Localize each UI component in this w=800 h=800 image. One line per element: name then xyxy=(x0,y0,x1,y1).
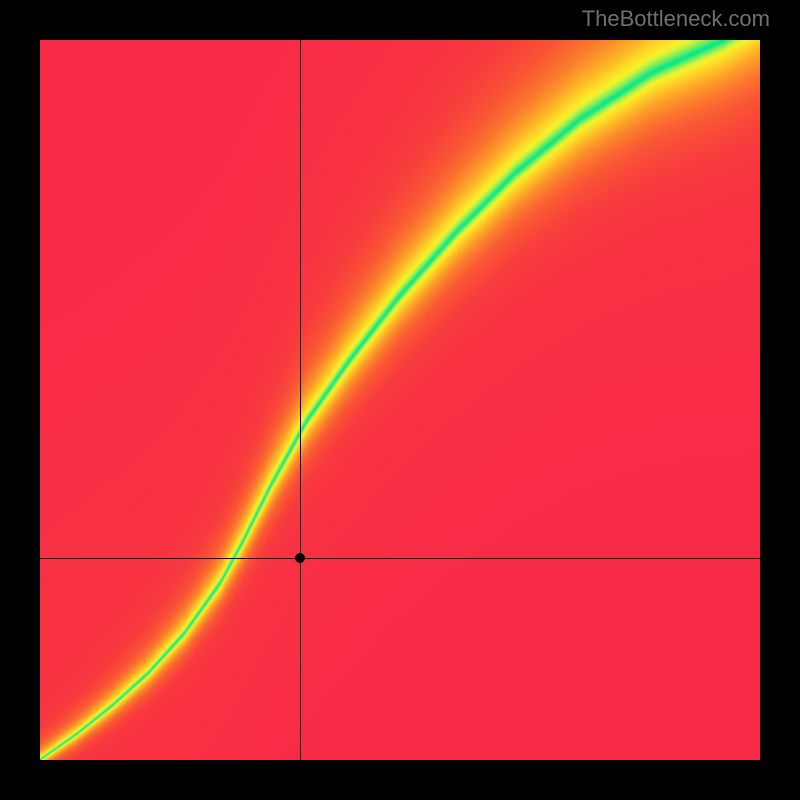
plot-area xyxy=(40,40,760,760)
crosshair-horizontal xyxy=(40,558,760,559)
data-point-marker xyxy=(295,553,305,563)
watermark-text: TheBottleneck.com xyxy=(582,6,770,32)
heatmap-canvas xyxy=(40,40,760,760)
crosshair-vertical xyxy=(300,40,301,760)
